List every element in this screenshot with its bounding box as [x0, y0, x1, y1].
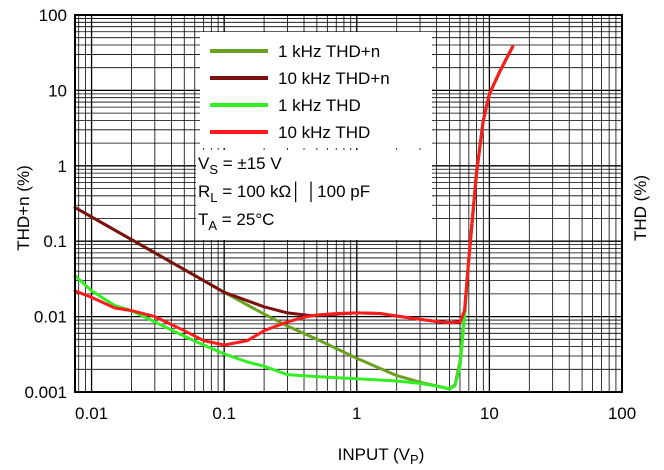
y-tick-label: 1: [58, 157, 67, 176]
y-tick-label: 0.001: [24, 383, 67, 402]
conditions-background: [196, 150, 432, 240]
series-line-10-khz-thd: [73, 45, 515, 347]
legend: 1 kHz THD+n 10 kHz THD+n 1 kHz THD 10 kHz T…: [200, 32, 432, 148]
y-tick-label: 100: [39, 6, 67, 25]
test-conditions: VS = ±15 V RL = 100 kΩ│ │100 pF TA = 25°C: [196, 150, 432, 240]
y-tick-label: 0.01: [34, 308, 67, 327]
legend-label: 10 kHz THD: [278, 123, 370, 142]
x-tick-label: 0.1: [212, 404, 236, 423]
y-tick-label: 0.1: [43, 232, 67, 251]
legend-label: 1 kHz THD: [278, 96, 361, 115]
condition-line: TA = 25°C: [198, 210, 274, 233]
legend-label: 1 kHz THD+n: [278, 42, 380, 61]
x-tick-labels: 0.01 0.1 1 10 100: [75, 404, 636, 423]
y-tick-label: 10: [48, 81, 67, 100]
legend-label: 10 kHz THD+n: [278, 69, 390, 88]
plot-frame: [74, 14, 623, 393]
x-tick-label: 0.01: [75, 404, 108, 423]
condition-line: VS = ±15 V: [198, 154, 282, 177]
x-tick-label: 10: [480, 404, 499, 423]
x-axis-label: INPUT (VP): [338, 445, 425, 467]
x-tick-label: 1: [352, 404, 361, 423]
y-axis-label-left: THD+n (%): [14, 165, 33, 250]
condition-line: RL = 100 kΩ│ │100 pF: [198, 181, 370, 205]
y-tick-labels: 0.001 0.01 0.1 1 10 100: [24, 6, 67, 402]
x-tick-label: 100: [608, 404, 636, 423]
grid-major-lines: [75, 15, 622, 392]
series-lines: [73, 45, 515, 391]
y-axis-label-right: THD (%): [631, 175, 650, 241]
